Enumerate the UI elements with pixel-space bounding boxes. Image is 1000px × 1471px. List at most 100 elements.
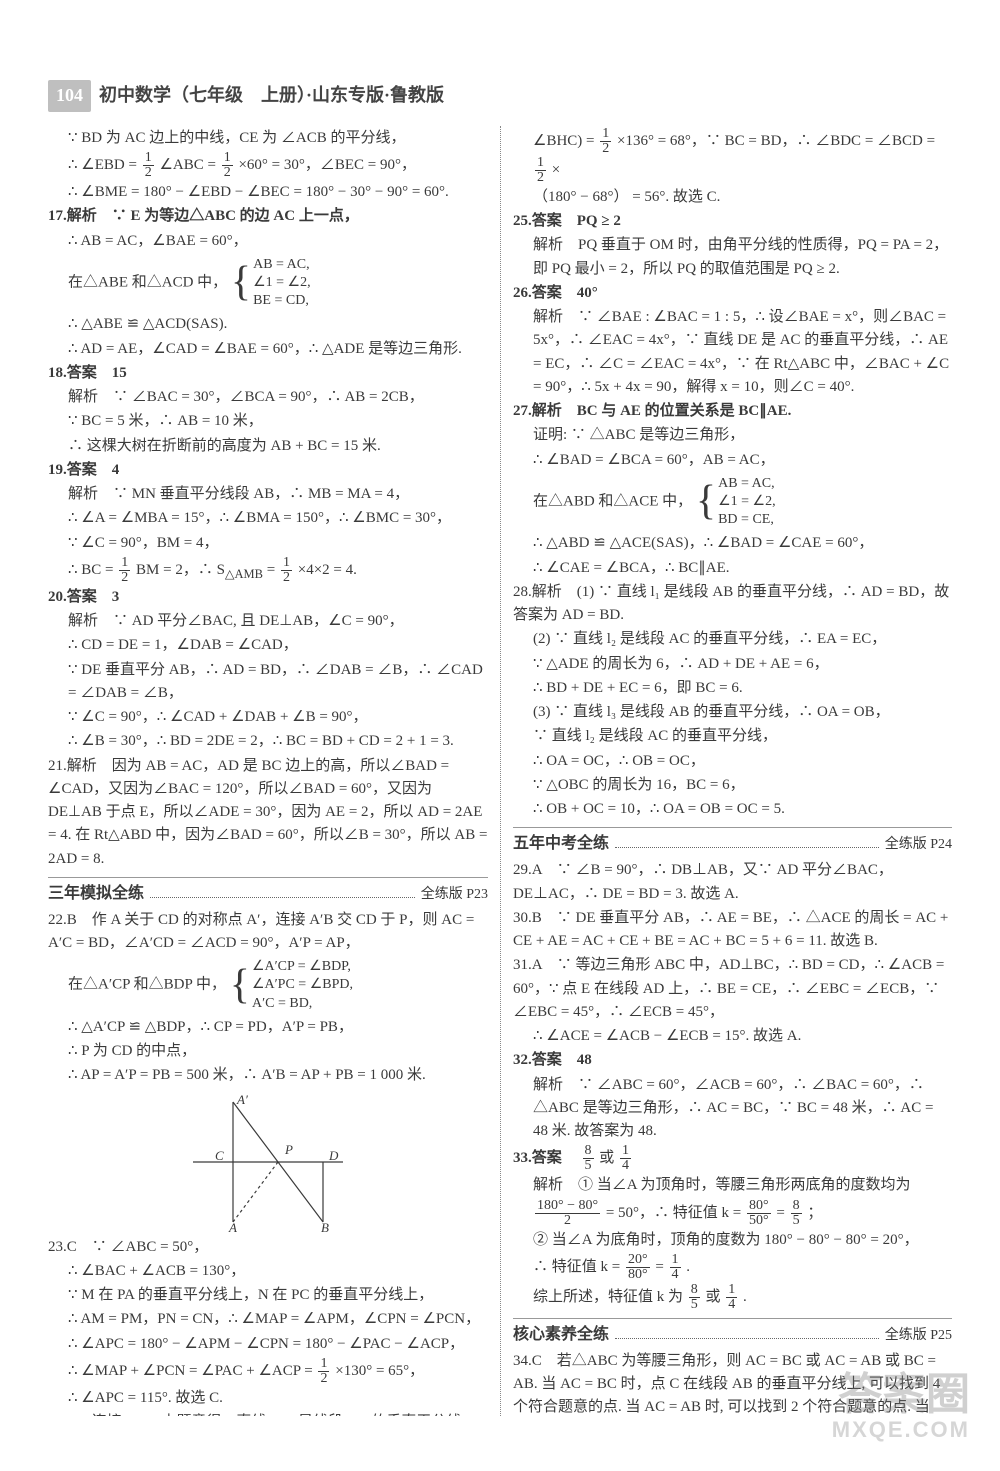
t: ∴ 特征值 k =	[533, 1259, 624, 1275]
text-line: 21.解析 因为 AB = AC，AD 是 BC 边上的高，所以∠BAD = ∠…	[48, 755, 488, 871]
svg-text:A: A	[228, 1220, 237, 1232]
text-line: ∴ △A′CP ≌ △BDP，∴ CP = PD，A′P = PB，	[48, 1016, 488, 1039]
fraction: 80°50°	[747, 1199, 771, 1228]
t: ∴ ∠MAP + ∠PCN = ∠PAC + ∠ACP =	[68, 1363, 316, 1379]
text-line: 28.解析 (1) ∵ 直线 l₁ 是线段 AB 的垂直平分线，∴ AD = B…	[513, 581, 952, 628]
text-line: ∵ △ADE 的周长为 6，∴ AD + DE + AE = 6，	[513, 653, 952, 676]
fraction: 85	[689, 1283, 700, 1312]
text-line: 在△A′CP 和△BDP 中， { ∠A′CP = ∠BDP, ∠A′PC = …	[48, 956, 488, 1015]
text-line: ∠BHC) = 12 ×136° = 68°，∵ BC = BD，∴ ∠BDC …	[513, 127, 952, 185]
text-line: 33.答案 85 或 14	[513, 1144, 952, 1173]
section-label: 五年中考全练	[513, 832, 609, 857]
geometry-diagram: A′ P C D A B	[173, 1092, 363, 1232]
text-line: 在△ABE 和△ACD 中， { AB = AC, ∠1 = ∠2, BE = …	[48, 254, 488, 313]
fraction: 12	[143, 151, 154, 180]
text-line: ∴ ∠ACE = ∠ACB − ∠ECB = 15°. 故选 A.	[513, 1025, 952, 1048]
text-line: 20.答案 3	[48, 586, 488, 609]
t: .	[743, 1289, 747, 1305]
fraction: 180° − 80°2	[535, 1199, 600, 1228]
text-line: 26.答案 40°	[513, 282, 952, 305]
t: ×130° = 65°，	[335, 1363, 424, 1379]
t: 33.答案	[513, 1150, 577, 1166]
page-number-badge: 104	[48, 80, 91, 112]
text-line: ∴ ∠A = ∠MBA = 15°，∴ ∠BMA = 150°，∴ ∠BMC =…	[48, 507, 488, 530]
text-line: 在△ABD 和△ACE 中， { AB = AC, ∠1 = ∠2, BD = …	[513, 473, 952, 532]
svg-text:C: C	[215, 1148, 224, 1163]
text-line: ∴ △ABE ≌ △ACD(SAS).	[48, 313, 488, 336]
content-columns: ∵ BD 为 AC 边上的中线，CE 为 ∠ACB 的平分线， ∴ ∠EBD =…	[48, 126, 952, 1416]
text-line: 17.解析 ∵ E 为等边△ABC 的边 AC 上一点，	[48, 205, 488, 228]
text-line: (3) ∵ 直线 l₃ 是线段 AB 的垂直平分线，∴ OA = OB，	[513, 701, 952, 724]
text-line: ∴ AB = AC，∠BAE = 60°，	[48, 230, 488, 253]
text-line: 综上所述，特征值 k 为 85 或 14 .	[513, 1283, 952, 1312]
text-line: ∵ 直线 l₂ 是线段 AC 的垂直平分线，	[513, 725, 952, 748]
page-header: 104 初中数学（七年级 上册）·山东专版·鲁教版	[48, 80, 952, 112]
fraction: 12	[535, 156, 546, 185]
section-hexin: 核心素养全练 全练版 P25	[513, 1318, 952, 1348]
text-line: ∵ M 在 PA 的垂直平分线上，N 在 PC 的垂直平分线上，	[48, 1284, 488, 1307]
svg-text:B: B	[321, 1220, 329, 1232]
text-line: ∴ BC = 12 BM = 2，∴ S△AMB = 12 ×4×2 = 4.	[48, 556, 488, 585]
section-wuNian: 五年中考全练 全练版 P24	[513, 827, 952, 857]
text-line: 32.答案 48	[513, 1049, 952, 1072]
section-ref: 全练版 P24	[885, 834, 952, 856]
section-label: 三年模拟全练	[48, 882, 144, 907]
text-line: ∴ BD + DE + EC = 6，即 BC = 6.	[513, 677, 952, 700]
text-line: 解析 ∵ ∠BAE : ∠BAC = 1 : 5，∴ 设∠BAE = x°，则∠…	[513, 306, 952, 399]
fraction: 12	[318, 1357, 329, 1386]
section-label: 核心素养全练	[513, 1323, 609, 1348]
fraction: 14	[726, 1283, 737, 1312]
fraction: 14	[670, 1253, 681, 1282]
t: .	[686, 1259, 690, 1275]
svg-text:D: D	[328, 1148, 339, 1163]
text-line: ∴ △ABD ≌ △ACE(SAS)，∴ ∠BAD = ∠CAE = 60°，	[513, 532, 952, 555]
t: 在△A′CP 和△BDP 中，	[68, 977, 226, 993]
brace-cases: { ∠A′CP = ∠BDP, ∠A′PC = ∠BPD, A′C = BD,	[230, 958, 353, 1013]
fraction: 20°80°	[626, 1253, 650, 1282]
t: 或	[599, 1150, 618, 1166]
text-line: 19.答案 4	[48, 459, 488, 482]
text-line: ∴ AP = A′P = PB = 500 米，∴ A′B = AP + PB …	[48, 1064, 488, 1087]
t: ∴ ∠EBD =	[68, 157, 141, 173]
text-line: 30.B ∵ DE 垂直平分 AB，∴ AE = BE，∴ △ACE 的周长 =…	[513, 907, 952, 954]
left-column: ∵ BD 为 AC 边上的中线，CE 为 ∠ACB 的平分线， ∴ ∠EBD =…	[48, 126, 500, 1416]
t: =	[776, 1204, 788, 1220]
text-line: ∴ ∠MAP + ∠PCN = ∠PAC + ∠ACP = 12 ×130° =…	[48, 1357, 488, 1386]
t: ∠BHC) =	[533, 133, 598, 149]
text-line: 证明: ∵ △ABC 是等边三角形，	[513, 424, 952, 447]
text-line: 31.A ∵ 等边三角形 ABC 中，AD⊥BC，∴ BD = CD，∴ ∠AC…	[513, 954, 952, 1024]
t: ；	[807, 1204, 822, 1220]
text-line: ② 当∠A 为底角时，顶角的度数为 180° − 80° − 80° = 20°…	[513, 1229, 952, 1252]
text-line: 23.C ∵ ∠ABC = 50°，	[48, 1236, 488, 1259]
text-line: 34.C 若△ABC 为等腰三角形，则 AC = BC 或 AC = AB 或 …	[513, 1350, 952, 1416]
t: ×4×2 = 4.	[298, 562, 357, 578]
text-line: 解析 ∵ MN 垂直平分线段 AB，∴ MB = MA = 4，	[48, 483, 488, 506]
text-line: ∵ BC = 5 米，∴ AB = 10 米，	[48, 410, 488, 433]
t: = 50°，∴ 特征值 k =	[606, 1204, 745, 1220]
t: ×60° = 30°，∠BEC = 90°，	[238, 157, 416, 173]
brace-cases: { AB = AC, ∠1 = ∠2, BE = CD,	[231, 256, 311, 311]
section-sanNian: 三年模拟全练 全练版 P23	[48, 877, 488, 907]
text-line: ∴ CD = DE = 1，∠DAB = ∠CAD，	[48, 634, 488, 657]
fraction: 12	[281, 556, 292, 585]
text-line: 24.C 连接 CH，由题意得，直线 MN 是线段 AB 的垂直平分线，∴ AH…	[48, 1411, 488, 1416]
svg-text:A′: A′	[236, 1092, 248, 1107]
text-line: 22.B 作 A 关于 CD 的对称点 A′，连接 A′B 交 CD 于 P，则…	[48, 909, 488, 956]
text-line: ∵ △OBC 的周长为 16，BC = 6，	[513, 774, 952, 797]
fraction: 12	[222, 151, 233, 180]
text-line: ∴ OB + OC = 10，∴ OA = OB = OC = 5.	[513, 798, 952, 821]
text-line: ∴ 这棵大树在折断前的高度为 AB + BC = 15 米.	[48, 435, 488, 458]
text-line: 18.答案 15	[48, 362, 488, 385]
right-column: ∠BHC) = 12 ×136° = 68°，∵ BC = BD，∴ ∠BDC …	[500, 126, 952, 1416]
text-line: ∴ ∠APC = 115°. 故选 C.	[48, 1387, 488, 1410]
text-line: 27.解析 BC 与 AE 的位置关系是 BC∥AE.	[513, 400, 952, 423]
text-line: ∴ AM = PM，PN = CN，∴ ∠MAP = ∠APM，∠CPN = ∠…	[48, 1308, 488, 1331]
text-line: 解析 ∵ ∠BAC = 30°，∠BCA = 90°，∴ AB = 2CB，	[48, 386, 488, 409]
fraction: 85	[791, 1199, 802, 1228]
t: =	[655, 1259, 667, 1275]
text-line: 解析 ① 当∠A 为顶角时，等腰三角形两底角的度数均为	[513, 1174, 952, 1197]
fraction: 12	[119, 556, 130, 585]
text-line: （180° − 68°） = 56°. 故选 C.	[513, 186, 952, 209]
t: 在△ABE 和△ACD 中，	[68, 275, 227, 291]
text-line: ∴ ∠BME = 180° − ∠EBD − ∠BEC = 180° − 30°…	[48, 181, 488, 204]
